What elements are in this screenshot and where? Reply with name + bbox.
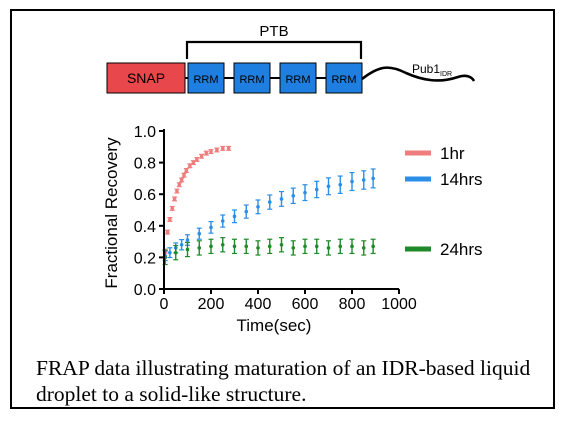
point-14hrs-17 [338,182,343,187]
point-24hrs-18 [371,244,375,249]
y-tick-label-3: 0.6 [134,187,156,204]
x-tick-label-1: 200 [198,296,225,313]
point-14hrs-14 [303,190,307,195]
x-tick-label-3: 600 [292,296,319,313]
point-14hrs-19 [361,178,366,182]
series-1hr [162,145,232,254]
y-tick-label-4: 0.8 [134,156,156,173]
rrm-label-4: RRM [331,74,356,86]
point-14hrs-1 [168,250,172,255]
point-1hr-10 [188,163,192,168]
domain-diagram: SNAP RRM RRM RRM RRM PTB Pub1IDR [106,23,476,94]
point-14hrs-13 [291,193,296,198]
ptb-label: PTB [259,23,288,40]
point-14hrs-6 [209,225,213,230]
point-1hr-18 [226,146,231,151]
point-14hrs-9 [244,209,249,214]
legend-label-1hr: 1hr [440,144,465,163]
point-24hrs-3 [197,246,202,250]
y-axis-label: Fractional Recovery [102,137,121,289]
point-24hrs-16 [350,244,354,249]
point-1hr-14 [204,151,209,155]
point-1hr-16 [215,148,219,152]
series-14hrs [162,168,376,262]
point-1hr-4 [172,197,177,201]
rrm-domain-3 [279,62,317,94]
point-1hr-7 [179,178,184,182]
chart-ticks: 0 200 400 600 800 1000 0.0 0.2 0.4 0.6 0.8 1.0 [134,124,417,313]
figure-svg: SNAP RRM RRM RRM RRM PTB Pub1IDR 0 200 400… [102,23,483,335]
point-14hrs-8 [232,214,237,219]
point-24hrs-17 [361,246,366,250]
figure-caption: FRAP data illustrating maturation of an … [36,356,531,406]
rrm-label-2: RRM [239,74,264,86]
point-24hrs-11 [291,246,296,250]
x-tick-label-4: 800 [339,296,366,313]
point-1hr-11 [191,160,196,165]
point-14hrs-10 [256,205,260,209]
point-1hr-2 [168,217,172,222]
chart-marks [162,145,376,266]
idr-tail [361,66,476,82]
rrm-label-1: RRM [193,74,218,86]
point-1hr-1 [165,230,170,234]
point-24hrs-12 [303,244,307,249]
point-1hr-8 [182,173,186,178]
point-14hrs-5 [197,231,202,236]
point-24hrs-10 [279,242,284,247]
point-24hrs-13 [314,244,319,249]
series-24hrs [162,237,376,266]
point-24hrs-2 [185,247,190,252]
point-14hrs-3 [179,242,184,247]
point-1hr-12 [195,157,199,162]
x-tick-label-0: 0 [160,296,169,313]
point-14hrs-12 [279,197,284,201]
point-24hrs-15 [338,244,343,249]
snap-label: SNAP [127,70,165,86]
rrm-domain-1 [187,62,225,94]
point-24hrs-6 [232,244,237,249]
point-1hr-3 [170,206,175,211]
point-14hrs-4 [185,238,190,242]
chart-legend: 1hr 14hrs 24hrs [405,144,483,259]
y-tick-label-5: 1.0 [134,124,156,141]
point-14hrs-15 [314,187,319,192]
legend-label-24hrs: 24hrs [440,240,483,259]
figure-frame: SNAP RRM RRM RRM RRM PTB Pub1IDR 0 200 400… [10,9,555,409]
x-axis-label: Time(sec) [237,316,312,335]
point-24hrs-1 [173,250,178,255]
x-tick-label-5: 1000 [381,296,417,313]
point-24hrs-5 [220,242,225,247]
y-tick-label-0: 0.0 [134,282,156,299]
point-1hr-5 [175,189,179,193]
legend-label-14hrs: 14hrs [440,170,483,189]
point-1hr-15 [209,149,213,154]
point-1hr-9 [184,168,189,173]
point-14hrs-7 [220,219,225,223]
point-24hrs-4 [209,244,213,249]
point-14hrs-20 [371,176,375,181]
ptb-bracket [185,40,363,59]
chart-axes [163,129,399,290]
point-1hr-13 [199,154,204,159]
point-14hrs-16 [326,184,331,189]
point-24hrs-9 [267,244,272,249]
x-tick-label-2: 400 [245,296,272,313]
rrm-label-3: RRM [285,74,310,86]
tail-label: Pub1IDR [412,62,452,78]
point-14hrs-11 [267,200,272,204]
point-24hrs-14 [326,246,331,250]
point-24hrs-8 [256,246,260,250]
point-1hr-6 [177,182,182,187]
snap-domain [106,62,186,94]
point-1hr-17 [220,146,225,151]
rrm-domain-2 [233,62,271,94]
y-tick-label-1: 0.2 [134,250,156,267]
point-14hrs-18 [350,179,354,184]
point-24hrs-7 [244,244,249,249]
y-tick-label-2: 0.4 [134,219,156,236]
